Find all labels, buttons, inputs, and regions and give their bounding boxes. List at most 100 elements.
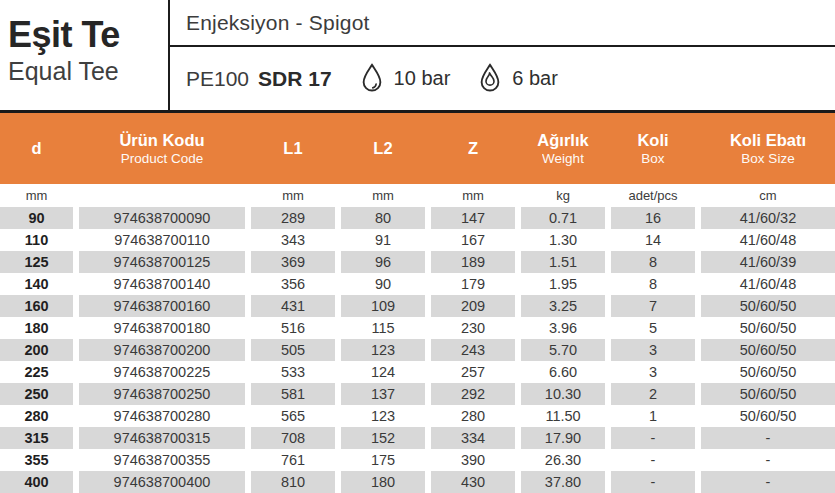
table-cell: 3.96: [521, 317, 605, 339]
column-header-main: Z: [431, 138, 515, 159]
product-title-block: Eşit Te Equal Tee: [0, 0, 170, 110]
table-cell: 50/60/50: [701, 383, 835, 405]
table-cell: -: [611, 427, 695, 449]
table-row: 35597463870035576117539026.30--: [0, 449, 835, 471]
table-cell: 974638700250: [79, 383, 245, 405]
table-cell: 581: [251, 383, 335, 405]
table-cell: 7: [611, 295, 695, 317]
table-cell: 533: [251, 361, 335, 383]
table-cell: 1.95: [521, 273, 605, 295]
table-cell: 50/60/50: [701, 361, 835, 383]
column-header-main: Koli Ebatı: [701, 130, 835, 151]
table-cell: 41/60/48: [701, 273, 835, 295]
table-cell: 123: [341, 405, 425, 427]
table-cell: 974638700280: [79, 405, 245, 427]
table-cell: -: [701, 471, 835, 493]
table-row: 31597463870031570815233417.90--: [0, 427, 835, 449]
table-row: 1809746387001805161152303.96550/60/50: [0, 317, 835, 339]
table-cell: 6.60: [521, 361, 605, 383]
table-cell: 147: [431, 207, 515, 229]
table-cell: 369: [251, 251, 335, 273]
table-cell: 96: [341, 251, 425, 273]
table-cell: 41/60/32: [701, 207, 835, 229]
table-cell: 974638700125: [79, 251, 245, 273]
table-header-row: d Ürün KoduProduct Code L1 L2 Z AğırlıkWeight…: [0, 113, 835, 184]
table-cell: 974638700140: [79, 273, 245, 295]
water-droplet-icon: [357, 62, 387, 96]
table-cell: 708: [251, 427, 335, 449]
column-unit: mm: [431, 188, 515, 203]
cell-d: 200: [0, 339, 73, 361]
table-cell: 179: [431, 273, 515, 295]
table-cell: 280: [431, 405, 515, 427]
column-header-l2: L2: [341, 138, 425, 159]
table-cell: 1.30: [521, 229, 605, 251]
table-cell: 974638700200: [79, 339, 245, 361]
table-row: 25097463870025058113729210.30250/60/50: [0, 383, 835, 405]
table-row: 90974638700090289801470.711641/60/32: [0, 207, 835, 229]
table-cell: -: [611, 471, 695, 493]
cell-d: 140: [0, 273, 73, 295]
table-cell: 0.71: [521, 207, 605, 229]
table-cell: 257: [431, 361, 515, 383]
cell-d: 315: [0, 427, 73, 449]
table-body: 90974638700090289801470.711641/60/321109…: [0, 207, 835, 493]
table-row: 125974638700125369961891.51841/60/39: [0, 251, 835, 273]
table-cell: 41/60/48: [701, 229, 835, 251]
table-cell: 17.90: [521, 427, 605, 449]
table-cell: 230: [431, 317, 515, 339]
connection-type-row: Enjeksiyon - Spigot: [170, 0, 835, 47]
table-cell: 3.25: [521, 295, 605, 317]
table-cell: -: [701, 427, 835, 449]
table-row: 1609746387001604311092093.25750/60/50: [0, 295, 835, 317]
table-cell: 974638700225: [79, 361, 245, 383]
table-cell: 5: [611, 317, 695, 339]
table-cell: 1.51: [521, 251, 605, 273]
material-spec-row: PE100 SDR 17 10 bar 6 bar: [170, 47, 835, 110]
table-cell: 1: [611, 405, 695, 427]
table-cell: 175: [341, 449, 425, 471]
material-label: PE100: [186, 67, 249, 91]
table-cell: 37.80: [521, 471, 605, 493]
column-header-a-rl-k: AğırlıkWeight: [521, 130, 605, 167]
column-header-d: d: [0, 138, 73, 159]
table-cell: 565: [251, 405, 335, 427]
sdr-label: SDR 17: [258, 67, 332, 91]
column-header-sub: Box Size: [701, 151, 835, 167]
table-cell: 50/60/50: [701, 295, 835, 317]
cell-d: 400: [0, 471, 73, 493]
column-header-koli: KoliBox: [611, 130, 695, 167]
column-header--r-n-kodu: Ürün KoduProduct Code: [79, 130, 245, 167]
cell-d: 280: [0, 405, 73, 427]
product-spec-block: Enjeksiyon - Spigot PE100 SDR 17 10 bar …: [170, 0, 835, 110]
column-unit: kg: [521, 188, 605, 203]
table-cell: 3: [611, 361, 695, 383]
table-cell: 390: [431, 449, 515, 471]
cell-d: 110: [0, 229, 73, 251]
table-cell: 14: [611, 229, 695, 251]
table-cell: 50/60/50: [701, 339, 835, 361]
table-cell: 3: [611, 339, 695, 361]
table-cell: 761: [251, 449, 335, 471]
table-cell: 16: [611, 207, 695, 229]
table-cell: 430: [431, 471, 515, 493]
table-cell: 209: [431, 295, 515, 317]
column-header-sub: Weight: [521, 151, 605, 167]
table-cell: 243: [431, 339, 515, 361]
column-unit: mm: [251, 188, 335, 203]
cell-d: 180: [0, 317, 73, 339]
cell-d: 225: [0, 361, 73, 383]
column-header-z: Z: [431, 138, 515, 159]
cell-d: 125: [0, 251, 73, 273]
column-header-main: L1: [251, 138, 335, 159]
table-cell: 974638700355: [79, 449, 245, 471]
table-cell: 431: [251, 295, 335, 317]
table-cell: 5.70: [521, 339, 605, 361]
table-row: 2009746387002005051232435.70350/60/50: [0, 339, 835, 361]
column-unit: cm: [701, 188, 835, 203]
table-row: 28097463870028056512328011.50150/60/50: [0, 405, 835, 427]
table-cell: 123: [341, 339, 425, 361]
table-cell: 180: [341, 471, 425, 493]
table-cell: 516: [251, 317, 335, 339]
table-cell: 50/60/50: [701, 405, 835, 427]
